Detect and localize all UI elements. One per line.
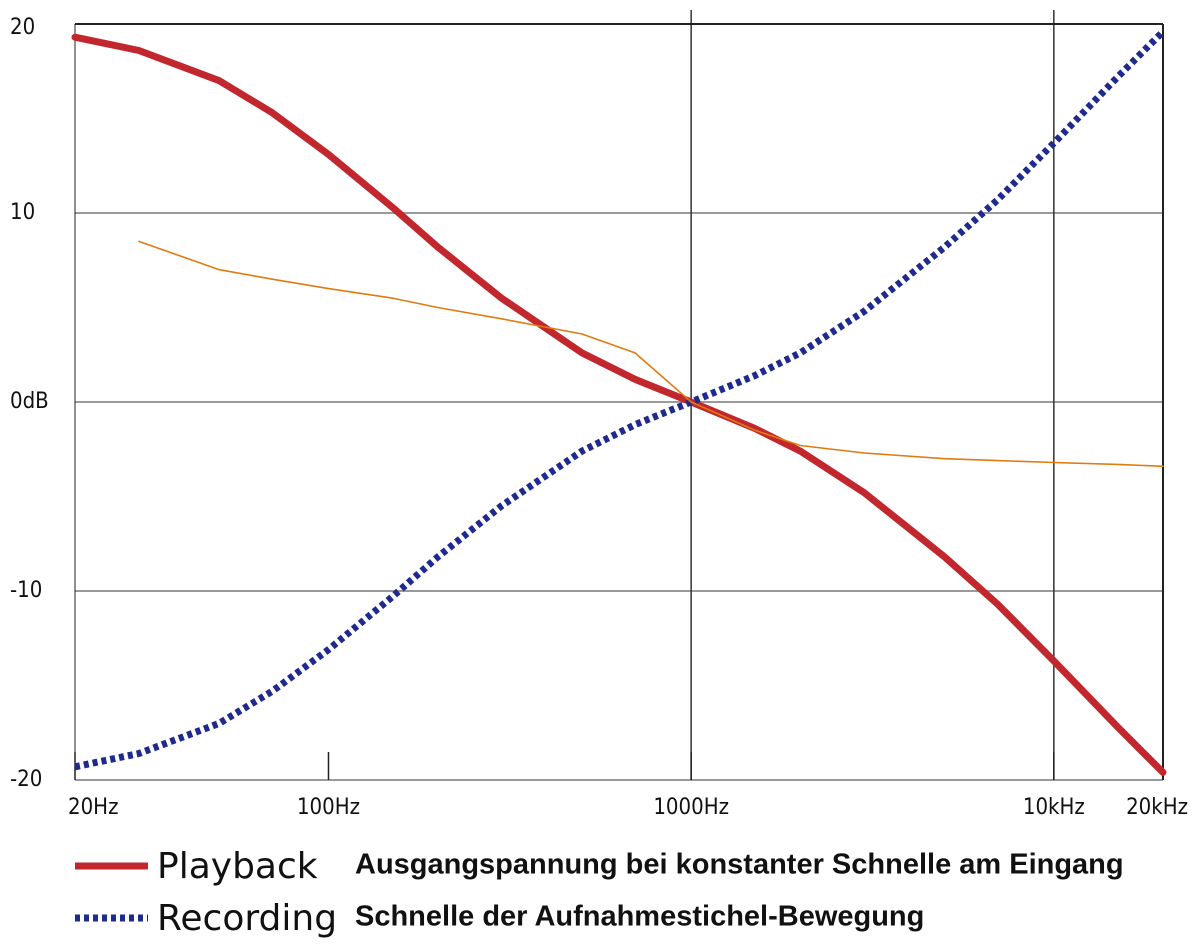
- legend-description: Ausgangspannung bei konstanter Schnelle …: [355, 849, 1124, 881]
- line: [138, 240, 1164, 468]
- x-tick-label: 20kHz: [1126, 795, 1188, 820]
- y-tick-label: 0dB: [10, 389, 49, 414]
- legend-description: Schnelle der Aufnahmestichel-Bewegung: [355, 901, 924, 933]
- y-tick-label: 10: [10, 200, 35, 225]
- x-tick-label: 20Hz: [68, 795, 118, 820]
- legend-label: Recording: [157, 898, 337, 939]
- legend-label: Playback: [157, 846, 318, 887]
- line: [74, 29, 1166, 771]
- y-tick-label: -20: [10, 767, 42, 792]
- x-tick-label: 100Hz: [297, 795, 360, 820]
- x-tick-label: 10kHz: [1023, 795, 1085, 820]
- y-tick-label: -10: [10, 578, 42, 603]
- x-tick-label: 1000Hz: [653, 795, 729, 820]
- y-tick-label: 20: [10, 15, 35, 40]
- line: [71, 33, 1167, 776]
